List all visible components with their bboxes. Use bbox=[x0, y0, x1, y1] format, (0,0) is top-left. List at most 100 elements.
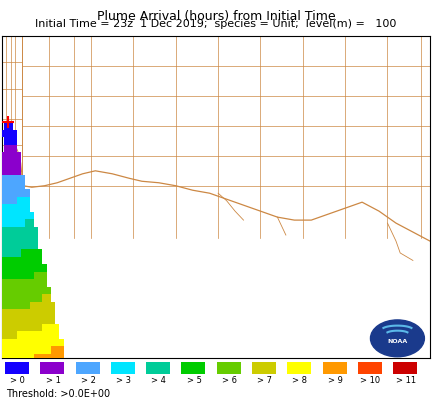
Bar bbox=[0, 331, 4, 339]
Bar bbox=[34, 316, 38, 324]
Bar bbox=[13, 301, 17, 309]
Bar bbox=[0, 167, 4, 175]
Bar bbox=[17, 286, 21, 294]
Text: Initial Time = 23z  1 Dec 2019;  species = Unit;  level(m) =   100: Initial Time = 23z 1 Dec 2019; species =… bbox=[35, 19, 397, 29]
Bar bbox=[13, 242, 17, 249]
Bar bbox=[252, 362, 276, 374]
Bar bbox=[21, 354, 25, 361]
Bar bbox=[25, 271, 30, 279]
Bar bbox=[51, 316, 55, 324]
Bar bbox=[25, 257, 30, 264]
Bar bbox=[47, 331, 51, 339]
Bar bbox=[17, 309, 21, 316]
Bar bbox=[38, 301, 42, 309]
Bar bbox=[13, 316, 17, 324]
Bar bbox=[21, 204, 25, 212]
Bar bbox=[42, 331, 47, 339]
Bar bbox=[34, 279, 38, 286]
Bar bbox=[9, 160, 13, 167]
Bar bbox=[9, 182, 13, 189]
Bar bbox=[25, 219, 30, 227]
Bar bbox=[0, 219, 4, 227]
Bar bbox=[59, 354, 64, 361]
Text: > 9: > 9 bbox=[328, 376, 343, 385]
Bar bbox=[17, 264, 21, 271]
Bar bbox=[25, 286, 30, 294]
Bar bbox=[13, 264, 17, 271]
Bar bbox=[4, 354, 9, 361]
Bar bbox=[9, 257, 13, 264]
Bar bbox=[34, 234, 38, 242]
Bar bbox=[0, 294, 4, 301]
Bar bbox=[25, 242, 30, 249]
Bar bbox=[9, 175, 13, 182]
Bar bbox=[21, 324, 25, 331]
Bar bbox=[51, 301, 55, 309]
Bar bbox=[9, 145, 13, 152]
Text: > 0: > 0 bbox=[10, 376, 25, 385]
Bar bbox=[17, 339, 21, 346]
Bar bbox=[4, 204, 9, 212]
Bar bbox=[9, 339, 13, 346]
Circle shape bbox=[371, 320, 424, 357]
Bar bbox=[34, 271, 38, 279]
Bar bbox=[4, 279, 9, 286]
Bar bbox=[17, 197, 21, 204]
Bar bbox=[47, 339, 51, 346]
Bar bbox=[0, 175, 4, 182]
Bar bbox=[25, 197, 30, 204]
Bar bbox=[4, 234, 9, 242]
Bar bbox=[38, 249, 42, 257]
Bar bbox=[9, 234, 13, 242]
Bar bbox=[4, 160, 9, 167]
Bar bbox=[9, 271, 13, 279]
Bar bbox=[13, 152, 17, 160]
Bar bbox=[30, 339, 34, 346]
Bar bbox=[393, 362, 417, 374]
Bar bbox=[42, 264, 47, 271]
Bar bbox=[21, 294, 25, 301]
Bar bbox=[42, 309, 47, 316]
Bar bbox=[30, 301, 34, 309]
Bar bbox=[34, 331, 38, 339]
Bar bbox=[34, 294, 38, 301]
Bar bbox=[9, 189, 13, 197]
Bar bbox=[25, 309, 30, 316]
Bar bbox=[4, 271, 9, 279]
Bar bbox=[17, 219, 21, 227]
Bar bbox=[9, 331, 13, 339]
Bar bbox=[4, 264, 9, 271]
Bar bbox=[21, 286, 25, 294]
Bar bbox=[51, 331, 55, 339]
Bar bbox=[17, 160, 21, 167]
Bar bbox=[4, 182, 9, 189]
Bar bbox=[4, 316, 9, 324]
Bar bbox=[30, 271, 34, 279]
Text: > 4: > 4 bbox=[151, 376, 166, 385]
Bar bbox=[38, 316, 42, 324]
Bar bbox=[21, 182, 25, 189]
Text: > 8: > 8 bbox=[292, 376, 308, 385]
Bar bbox=[4, 137, 9, 145]
Bar bbox=[0, 212, 4, 219]
Bar bbox=[21, 331, 25, 339]
Bar bbox=[4, 339, 9, 346]
Text: > 6: > 6 bbox=[222, 376, 237, 385]
Bar bbox=[13, 227, 17, 234]
Bar bbox=[0, 354, 4, 361]
Bar bbox=[34, 301, 38, 309]
Bar bbox=[4, 212, 9, 219]
Bar bbox=[4, 242, 9, 249]
Text: > 11: > 11 bbox=[396, 376, 416, 385]
Bar bbox=[181, 362, 205, 374]
Bar bbox=[51, 354, 55, 361]
Bar bbox=[4, 122, 9, 130]
Bar bbox=[4, 167, 9, 175]
Bar bbox=[25, 346, 30, 354]
Bar bbox=[9, 286, 13, 294]
Bar bbox=[47, 309, 51, 316]
Bar bbox=[13, 219, 17, 227]
Bar bbox=[51, 346, 55, 354]
Bar bbox=[21, 339, 25, 346]
Bar bbox=[51, 324, 55, 331]
